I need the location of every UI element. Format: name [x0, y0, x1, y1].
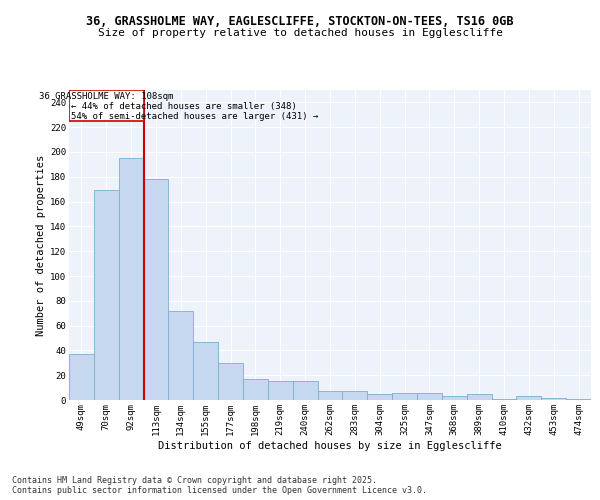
Text: Contains HM Land Registry data © Crown copyright and database right 2025.
Contai: Contains HM Land Registry data © Crown c… — [12, 476, 427, 495]
Bar — [69, 90, 143, 121]
Bar — [566, 399, 591, 400]
Bar — [268, 382, 293, 400]
Bar — [517, 396, 541, 400]
Bar — [491, 399, 517, 400]
Bar — [243, 379, 268, 400]
Bar — [119, 158, 143, 400]
Bar — [143, 180, 169, 400]
Bar — [392, 392, 417, 400]
Text: ← 44% of detached houses are smaller (348): ← 44% of detached houses are smaller (34… — [71, 102, 297, 112]
Bar — [343, 392, 367, 400]
Bar — [417, 392, 442, 400]
Bar — [293, 382, 317, 400]
Text: 36 GRASSHOLME WAY: 108sqm: 36 GRASSHOLME WAY: 108sqm — [39, 92, 173, 102]
Bar — [169, 310, 193, 400]
Bar — [94, 190, 119, 400]
Text: 54% of semi-detached houses are larger (431) →: 54% of semi-detached houses are larger (… — [71, 112, 319, 122]
Bar — [69, 354, 94, 400]
Bar — [317, 392, 343, 400]
Bar — [467, 394, 491, 400]
Bar — [442, 396, 467, 400]
Bar — [367, 394, 392, 400]
Bar — [541, 398, 566, 400]
Bar — [218, 363, 243, 400]
Bar — [193, 342, 218, 400]
Y-axis label: Number of detached properties: Number of detached properties — [36, 154, 46, 336]
Text: Size of property relative to detached houses in Egglescliffe: Size of property relative to detached ho… — [97, 28, 503, 38]
X-axis label: Distribution of detached houses by size in Egglescliffe: Distribution of detached houses by size … — [158, 440, 502, 450]
Text: 36, GRASSHOLME WAY, EAGLESCLIFFE, STOCKTON-ON-TEES, TS16 0GB: 36, GRASSHOLME WAY, EAGLESCLIFFE, STOCKT… — [86, 15, 514, 28]
